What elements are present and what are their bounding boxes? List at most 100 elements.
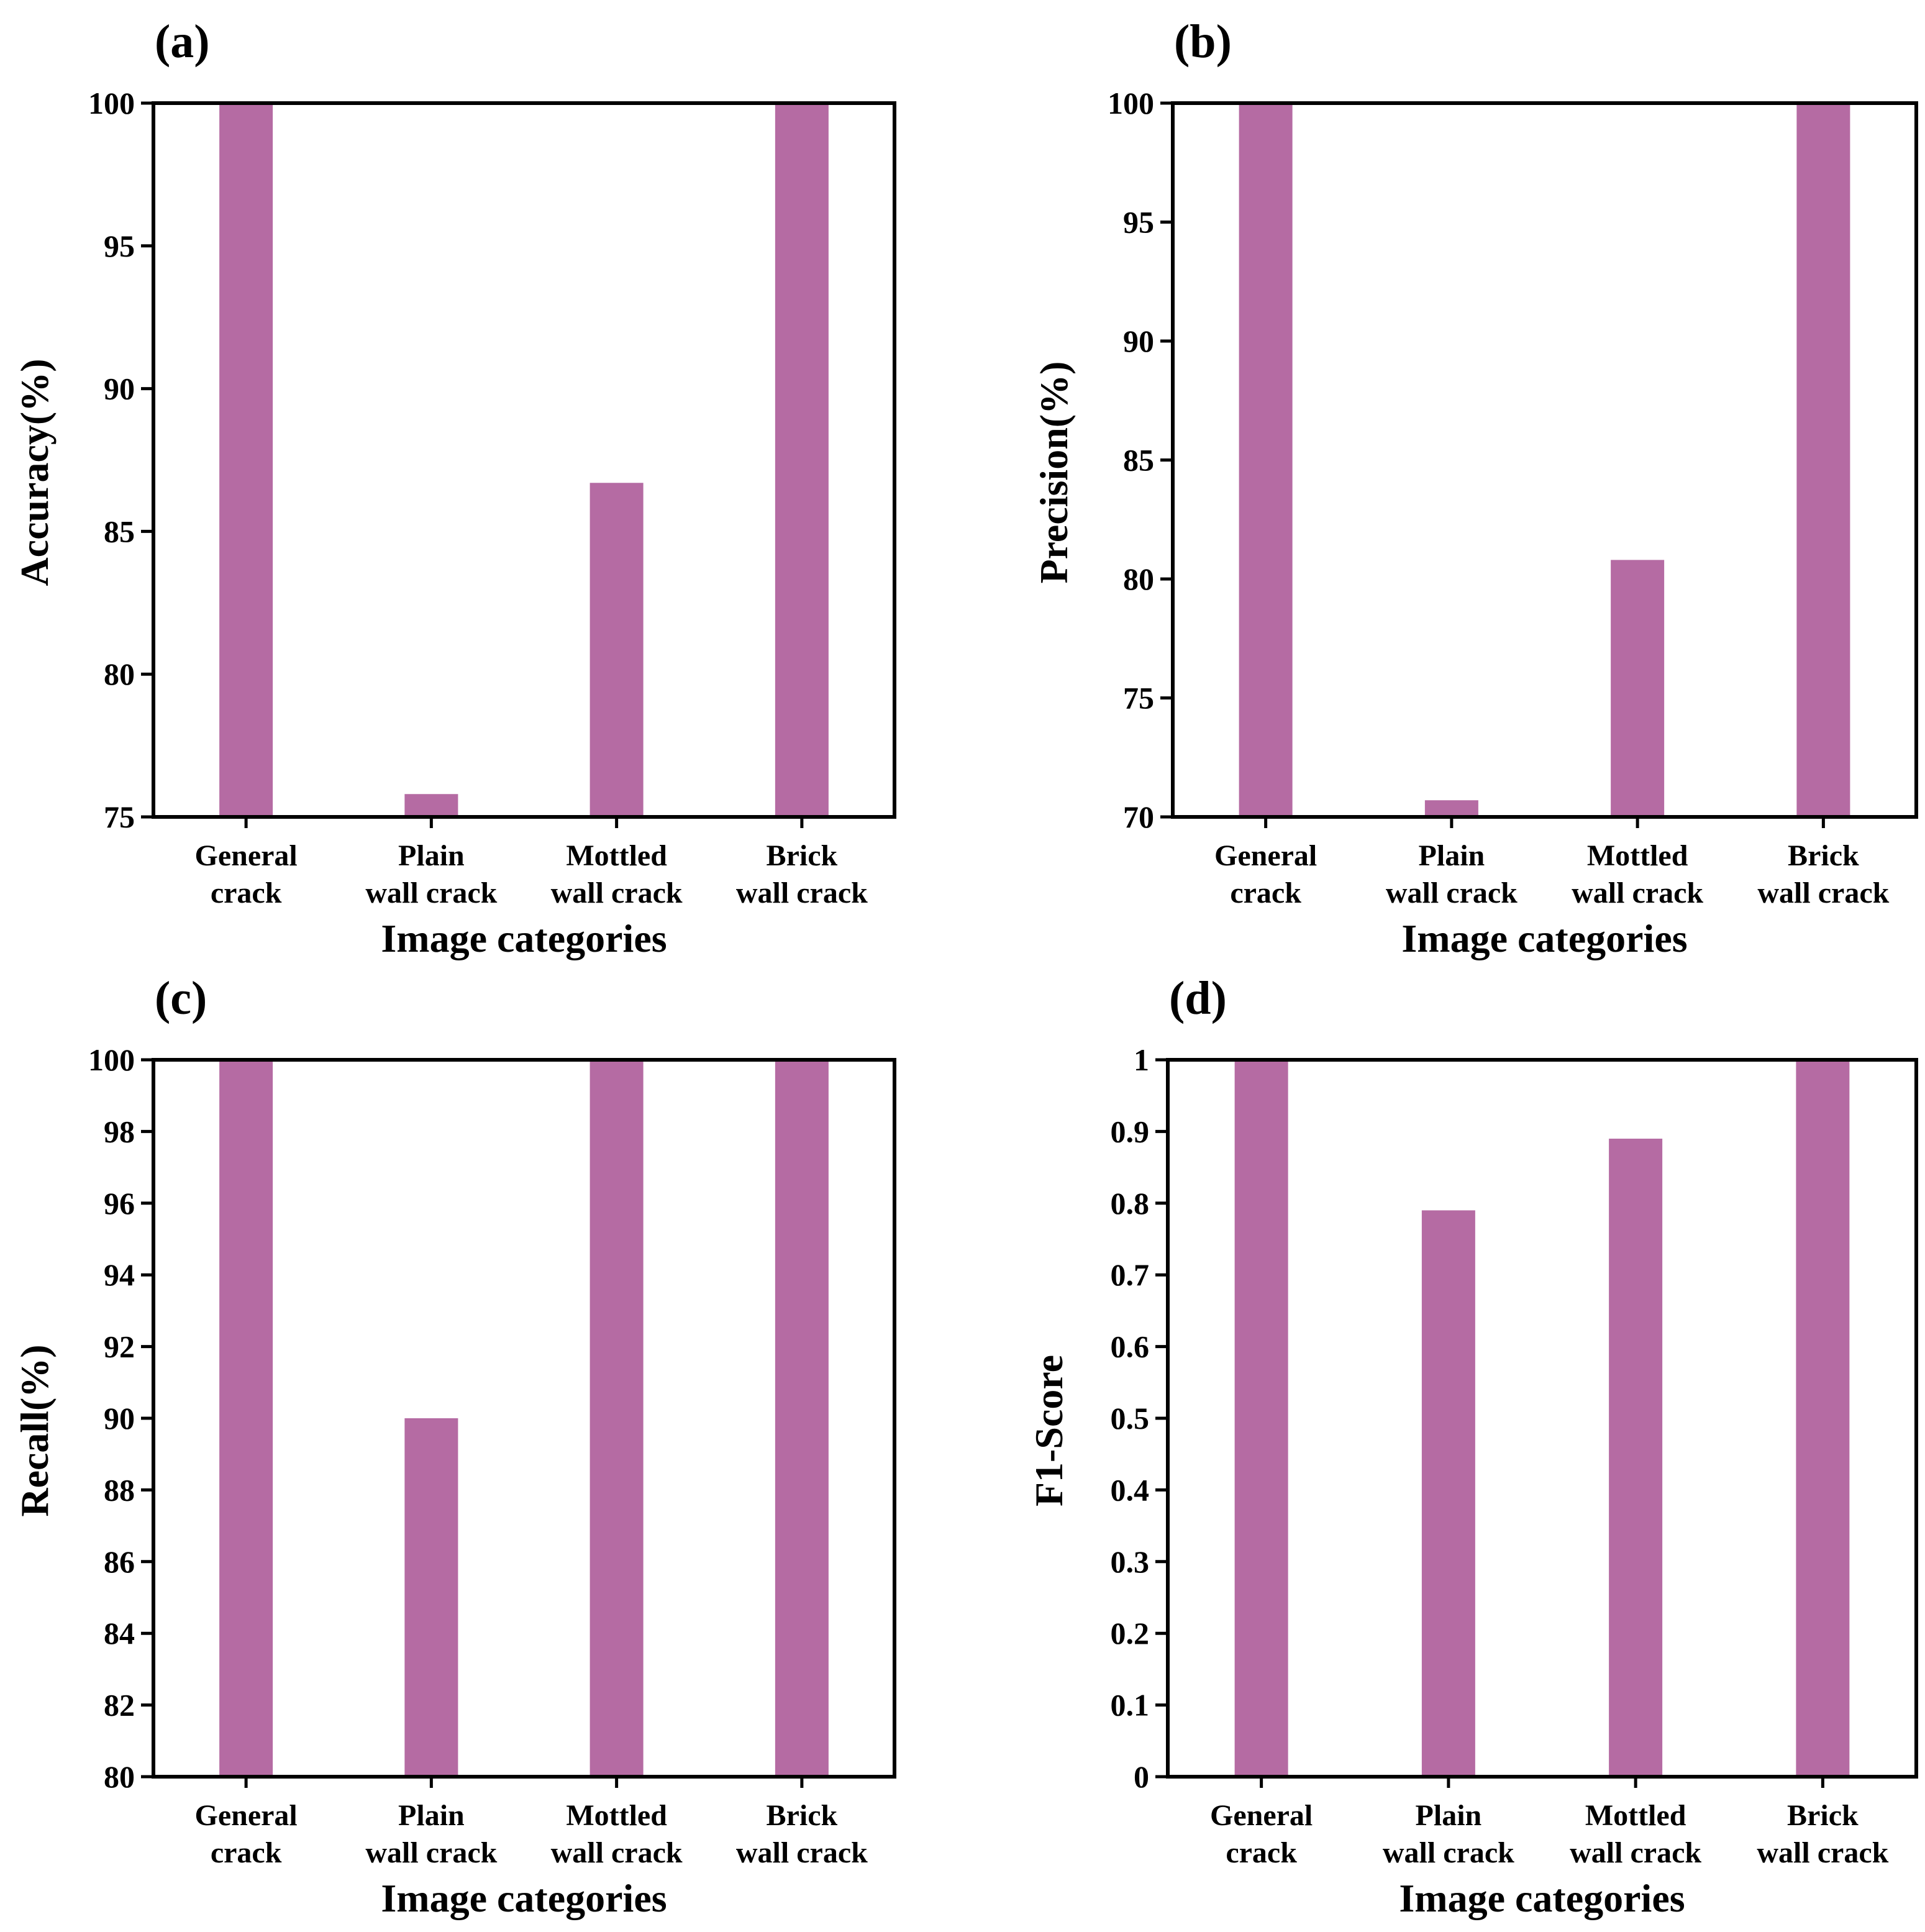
y-tick-label: 94: [104, 1257, 135, 1292]
y-tick-label: 0.7: [1111, 1257, 1150, 1292]
y-tick-label: 90: [104, 1401, 135, 1436]
bar-4: [1796, 1060, 1850, 1777]
y-axis-title: Recall(%): [12, 1344, 57, 1516]
y-tick-label: 0.5: [1111, 1401, 1150, 1436]
bar-2: [1424, 800, 1478, 817]
x-tick-label-line1: General: [1210, 1799, 1313, 1832]
x-tick-label-line1: Brick: [767, 1799, 838, 1832]
y-tick-label: 86: [104, 1544, 135, 1579]
bar-3: [589, 483, 644, 817]
x-tick-label-line2: wall crack: [365, 1836, 497, 1869]
x-tick-label-line1: Brick: [1787, 1799, 1859, 1832]
bar-3: [1609, 1138, 1663, 1777]
bar-2: [404, 1418, 458, 1777]
plot-frame: [152, 101, 896, 819]
chart-panel-3: (c) 80 82 84 86 88 90 92 94 96 98 100 General crack Pl…: [12, 972, 896, 1920]
y-tick-label: 0.4: [1111, 1472, 1150, 1507]
y-tick-label: 0.3: [1111, 1544, 1150, 1579]
x-tick-label-line1: Mottled: [566, 839, 667, 872]
x-tick-label-line2: wall crack: [1757, 877, 1889, 909]
y-tick-label: 80: [104, 657, 135, 691]
plot-frame: [1166, 1058, 1918, 1779]
x-tick-label-line2: wall crack: [736, 1836, 868, 1869]
x-tick-label-line2: wall crack: [1386, 877, 1518, 909]
chart-panel-1: (a) 75 80 85 90 95 100 General crack Plain wall cr…: [12, 16, 896, 960]
y-tick-label: 75: [1123, 681, 1154, 716]
panel-label: (a): [155, 16, 210, 68]
x-tick-label-line2: wall crack: [1757, 1836, 1888, 1869]
x-tick-label-line2: crack: [1230, 877, 1301, 909]
x-tick-label-line1: Mottled: [1587, 839, 1688, 872]
bar-1: [219, 1060, 273, 1777]
y-tick-label: 100: [1108, 86, 1154, 121]
y-tick-label: 100: [88, 1042, 135, 1077]
y-tick-label: 80: [1123, 562, 1154, 596]
y-tick-label: 85: [1123, 443, 1154, 478]
y-tick-label: 0.1: [1111, 1688, 1150, 1723]
y-tick-label: 88: [104, 1472, 135, 1507]
x-tick-label-line1: Mottled: [566, 1799, 667, 1832]
chart-panel-2: (b) 70 75 80 85 90 95 100 General crack Plain wall …: [1032, 16, 1918, 960]
bar-2: [404, 794, 458, 817]
x-tick-label-line2: crack: [1226, 1836, 1297, 1869]
y-tick-label: 95: [1123, 205, 1154, 240]
plot-frame: [1171, 101, 1918, 819]
x-tick-label-line2: wall crack: [1572, 877, 1703, 909]
x-tick-label-line2: wall crack: [551, 877, 683, 909]
x-tick-label-line1: Plain: [398, 839, 465, 872]
y-tick-label: 95: [104, 229, 135, 263]
y-axis-title: F1-Score: [1027, 1355, 1071, 1506]
panel-label: (b): [1174, 16, 1232, 68]
y-tick-label: 82: [104, 1688, 135, 1723]
y-tick-label: 84: [104, 1616, 135, 1651]
x-tick-label-line1: Brick: [1788, 839, 1859, 872]
y-tick-label: 100: [88, 86, 135, 121]
bar-1: [1234, 1060, 1288, 1777]
bar-1: [219, 103, 273, 817]
y-tick-label: 85: [104, 514, 135, 549]
y-tick-label: 98: [104, 1114, 135, 1149]
chart-panel-4: (d) 0 0.1 0.2 0.3 0.4 0.5 0.6 0.7 0.8 0.9 1 General c…: [1027, 972, 1918, 1920]
y-tick-label: 0.9: [1111, 1114, 1150, 1149]
bar-4: [1796, 103, 1850, 817]
y-tick-label: 80: [104, 1759, 135, 1794]
x-tick-label-line2: wall crack: [365, 877, 497, 909]
x-tick-label-line2: wall crack: [551, 1836, 683, 1869]
x-tick-label-line1: Brick: [767, 839, 838, 872]
y-tick-label: 75: [104, 800, 135, 834]
x-axis-title: Image categories: [381, 916, 667, 960]
panel-label: (c): [155, 972, 207, 1024]
bar-3: [589, 1060, 644, 1777]
y-tick-label: 1: [1134, 1042, 1149, 1077]
x-axis-title: Image categories: [1399, 1876, 1685, 1920]
x-axis-title: Image categories: [1401, 916, 1687, 960]
bar-4: [775, 1060, 829, 1777]
bar-3: [1611, 560, 1665, 817]
x-tick-label-line1: Plain: [1419, 839, 1485, 872]
plot-frame: [152, 1058, 896, 1779]
y-tick-label: 70: [1123, 800, 1154, 834]
y-axis-title: Accuracy(%): [12, 358, 57, 586]
y-tick-label: 0.2: [1111, 1616, 1150, 1651]
y-tick-label: 90: [1123, 324, 1154, 358]
y-tick-label: 90: [104, 371, 135, 406]
x-tick-label-line2: wall crack: [736, 877, 868, 909]
y-tick-label: 0: [1134, 1759, 1149, 1794]
y-tick-label: 96: [104, 1186, 135, 1221]
x-tick-label-line1: General: [1214, 839, 1317, 872]
x-tick-label-line1: Plain: [398, 1799, 465, 1832]
y-tick-label: 0.8: [1111, 1186, 1150, 1221]
bar-1: [1239, 103, 1293, 817]
x-tick-label-line2: crack: [211, 1836, 282, 1869]
y-axis-title: Precision(%): [1032, 362, 1076, 584]
bar-4: [775, 103, 829, 817]
y-tick-label: 92: [104, 1329, 135, 1364]
bar-2: [1421, 1210, 1475, 1777]
x-tick-label-line1: Mottled: [1585, 1799, 1686, 1832]
x-tick-label-line1: General: [194, 839, 297, 872]
x-tick-label-line1: General: [194, 1799, 297, 1832]
x-tick-label-line2: wall crack: [1570, 1836, 1701, 1869]
y-tick-label: 0.6: [1111, 1329, 1150, 1364]
panel-label: (d): [1169, 972, 1227, 1024]
